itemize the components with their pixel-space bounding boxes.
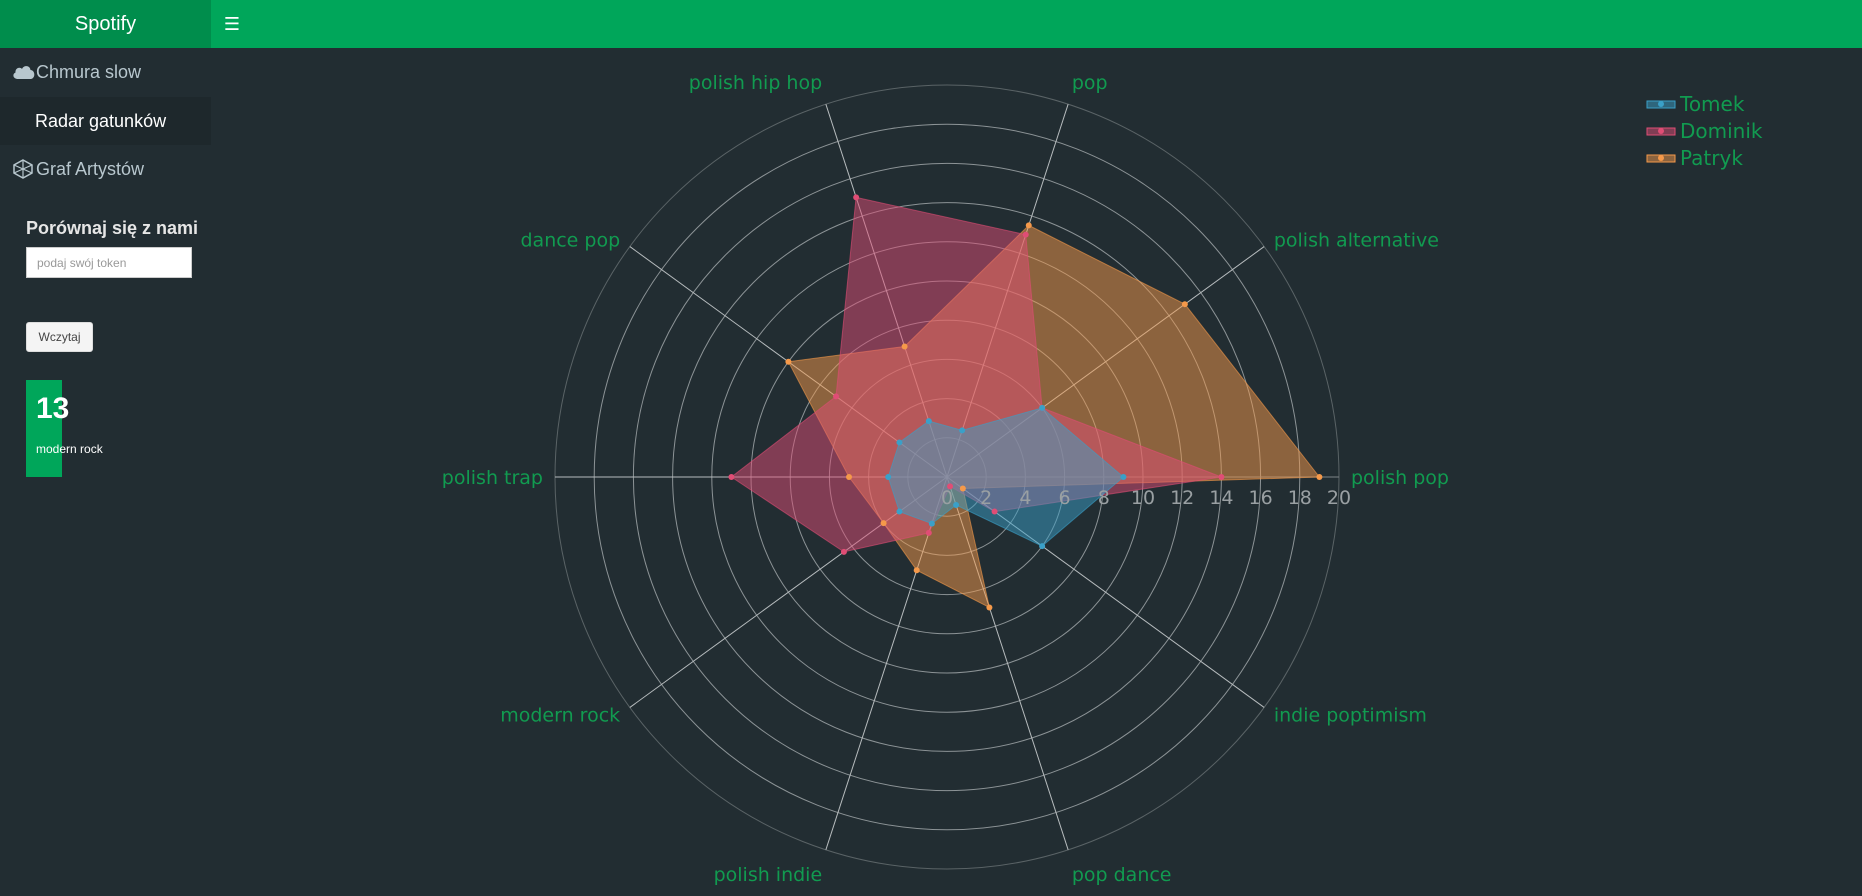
legend-marker	[1658, 155, 1664, 161]
radial-tick-label: 12	[1170, 487, 1194, 509]
radial-tick-label: 10	[1131, 487, 1155, 509]
sidebar: Chmura slow Radar gatunków Graf Artystów…	[0, 48, 211, 896]
data-point-dominik	[728, 474, 735, 480]
hamburger-icon[interactable]: ☰	[223, 13, 241, 34]
data-point-dominik	[853, 194, 860, 201]
data-point-patryk	[785, 358, 792, 365]
legend-label: Patryk	[1680, 146, 1743, 170]
radial-tick-label: 20	[1327, 487, 1351, 509]
load-button[interactable]: Wczytaj	[26, 322, 93, 352]
data-point-patryk	[1181, 301, 1188, 308]
data-point-patryk	[913, 567, 920, 574]
value-box-subtitle: modern rock	[36, 442, 103, 456]
category-label: pop dance	[1072, 864, 1172, 886]
category-label: modern rock	[500, 704, 620, 726]
data-point-patryk	[959, 485, 966, 492]
radial-tick-label: 0	[941, 487, 953, 509]
sidebar-item-label: Graf Artystów	[36, 158, 145, 179]
data-point-dominik	[925, 529, 932, 536]
sidebar-item-artist-graph[interactable]: Graf Artystów	[0, 145, 211, 193]
radial-tick-label: 8	[1098, 487, 1110, 509]
category-label: polish alternative	[1274, 230, 1439, 252]
category-label: polish trap	[442, 467, 543, 489]
data-point-tomek	[953, 501, 960, 508]
category-label: polish indie	[714, 864, 823, 886]
data-point-tomek	[896, 439, 903, 446]
data-point-patryk	[1316, 474, 1323, 480]
data-point-patryk	[846, 474, 852, 480]
data-point-tomek	[928, 520, 935, 527]
category-label: dance pop	[520, 230, 620, 252]
data-point-dominik	[1022, 231, 1029, 238]
data-point-dominik	[840, 548, 847, 555]
data-point-patryk	[901, 343, 908, 350]
data-point-tomek	[925, 418, 932, 425]
top-navbar: Spotify ☰	[0, 0, 1862, 48]
sidebar-item-label: Radar gatunków	[35, 110, 167, 131]
category-label: polish pop	[1351, 467, 1449, 489]
data-point-tomek	[1120, 474, 1127, 480]
data-point-dominik	[1218, 474, 1225, 480]
radial-tick-label: 18	[1288, 487, 1312, 509]
data-point-dominik	[991, 508, 998, 515]
data-point-dominik	[833, 393, 840, 400]
radial-tick-label: 4	[1019, 487, 1031, 509]
legend-marker	[1658, 101, 1664, 107]
network-icon	[12, 159, 36, 179]
token-input[interactable]	[26, 247, 192, 278]
data-point-dominik	[947, 483, 954, 490]
data-point-tomek	[885, 474, 892, 480]
data-point-tomek	[1039, 543, 1046, 550]
category-label: indie poptimism	[1274, 704, 1427, 726]
data-point-tomek	[1039, 404, 1046, 411]
radial-tick-label: 2	[980, 487, 992, 509]
sidebar-item-label: Chmura slow	[36, 61, 142, 82]
legend-label: Dominik	[1680, 119, 1763, 143]
legend-label: Tomek	[1679, 92, 1745, 116]
category-label: polish hip hop	[689, 72, 822, 94]
data-point-patryk	[986, 604, 993, 611]
radial-tick-label: 14	[1209, 487, 1233, 509]
data-point-tomek	[896, 508, 903, 515]
value-box-number: 13	[36, 392, 70, 425]
value-box: 13 modern rock	[26, 380, 103, 477]
radial-tick-label: 6	[1059, 487, 1071, 509]
sidebar-item-genre-radar[interactable]: Radar gatunków	[0, 97, 211, 145]
legend-marker	[1658, 128, 1664, 134]
radial-tick-label: 16	[1249, 487, 1273, 509]
data-point-patryk	[1025, 222, 1032, 229]
sidebar-item-word-cloud[interactable]: Chmura slow	[0, 48, 211, 96]
data-point-tomek	[959, 427, 966, 434]
cloud-icon	[12, 62, 36, 82]
compare-title: Porównaj się z nami	[26, 218, 199, 238]
app-logo[interactable]: Spotify	[0, 0, 211, 48]
category-label: pop	[1072, 72, 1108, 94]
data-point-patryk	[880, 520, 887, 527]
